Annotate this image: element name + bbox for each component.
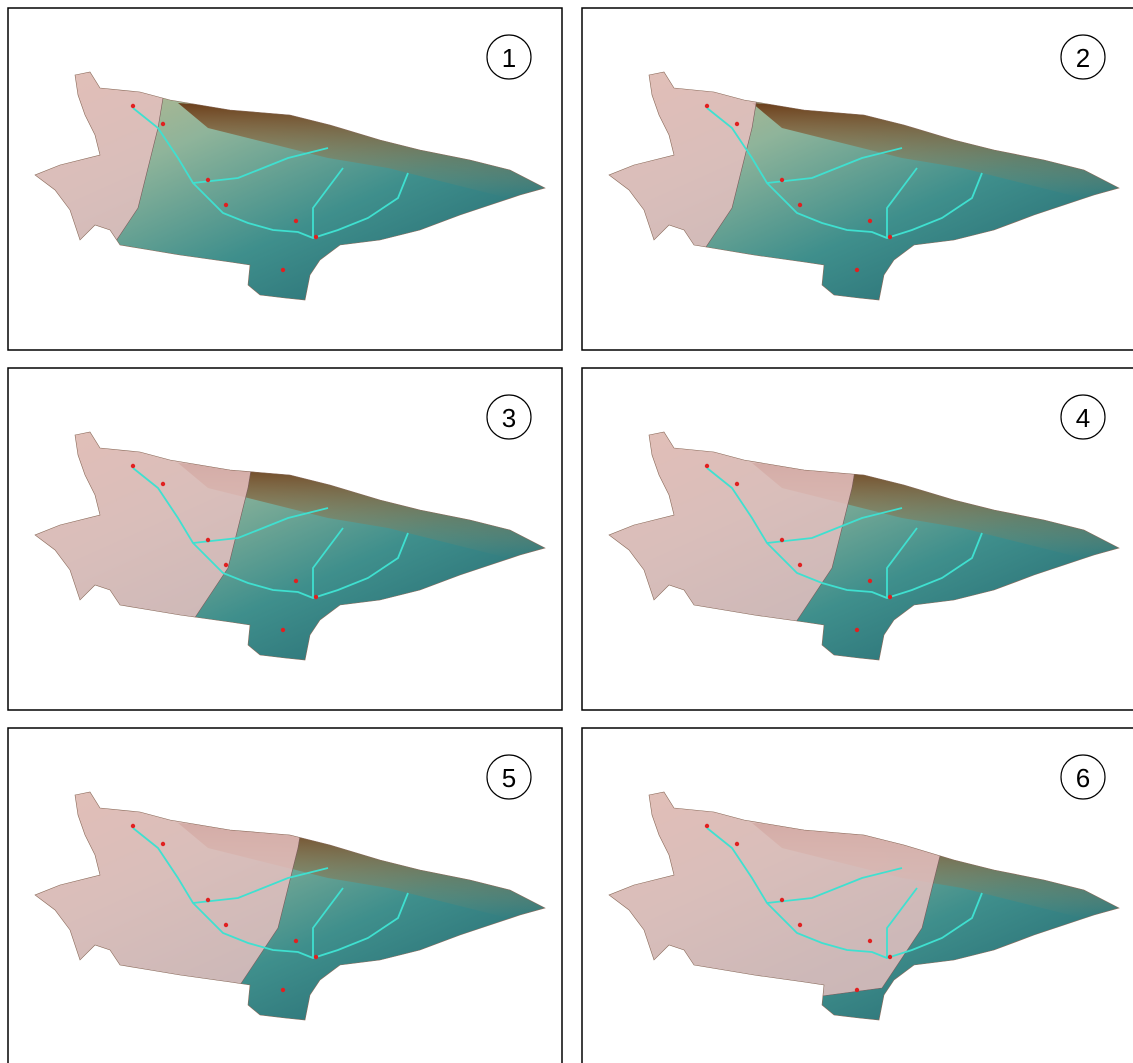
station: [224, 563, 228, 567]
station: [868, 579, 872, 583]
map-panel: 4: [582, 368, 1133, 710]
page: {"panels": [{"label": "1"}, {"label": "2…: [0, 0, 1133, 1063]
station: [281, 628, 285, 632]
station: [888, 235, 892, 239]
station: [780, 178, 784, 182]
station: [705, 464, 709, 468]
map-panel: 1: [8, 8, 562, 350]
figure: 1 2 3 4 5 6: [0, 0, 1133, 1063]
station: [206, 178, 210, 182]
station: [281, 988, 285, 992]
panel-number: 2: [1076, 43, 1090, 73]
panel-number: 6: [1076, 763, 1090, 793]
station: [798, 923, 802, 927]
panel-number: 5: [502, 763, 516, 793]
station: [314, 595, 318, 599]
station: [314, 955, 318, 959]
station: [131, 464, 135, 468]
station: [868, 939, 872, 943]
map-panel: 6: [582, 728, 1133, 1063]
station: [780, 898, 784, 902]
station: [206, 898, 210, 902]
station: [855, 268, 859, 272]
station: [294, 579, 298, 583]
station: [735, 482, 739, 486]
station: [855, 988, 859, 992]
station: [798, 203, 802, 207]
station: [735, 122, 739, 126]
station: [888, 955, 892, 959]
station: [161, 482, 165, 486]
panel-number: 3: [502, 403, 516, 433]
station: [780, 538, 784, 542]
station: [161, 842, 165, 846]
station: [705, 824, 709, 828]
station: [224, 203, 228, 207]
station: [281, 268, 285, 272]
map-panel: 2: [582, 8, 1133, 350]
panel-number: 1: [502, 43, 516, 73]
map-panel: 3: [8, 368, 562, 710]
station: [206, 538, 210, 542]
station: [314, 235, 318, 239]
station: [735, 842, 739, 846]
map-panel: 5: [8, 728, 562, 1063]
station: [131, 824, 135, 828]
station: [855, 628, 859, 632]
panel-number: 4: [1076, 403, 1090, 433]
station: [868, 219, 872, 223]
station: [798, 563, 802, 567]
station: [161, 122, 165, 126]
station: [888, 595, 892, 599]
station: [224, 923, 228, 927]
station: [294, 219, 298, 223]
station: [705, 104, 709, 108]
station: [294, 939, 298, 943]
station: [131, 104, 135, 108]
